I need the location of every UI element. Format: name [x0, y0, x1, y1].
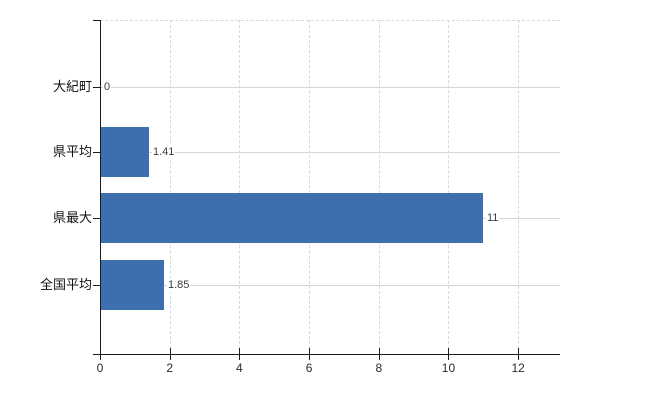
- x-tick-label: 6: [305, 361, 313, 375]
- y-axis-tick: [93, 87, 100, 88]
- category-label: 大紀町: [52, 79, 92, 94]
- value-label: 1.85: [167, 278, 191, 292]
- y-axis-top-tick: [93, 20, 100, 21]
- value-label: 11: [486, 211, 500, 225]
- y-axis-line: [100, 20, 101, 360]
- gridline-horizontal: [100, 152, 560, 153]
- gridline-vertical: [239, 20, 241, 354]
- gridline-vertical: [378, 20, 380, 354]
- category-label: 全国平均: [39, 277, 92, 292]
- gridline-vertical: [518, 20, 520, 354]
- value-label: 1.41: [152, 145, 176, 159]
- bar: [100, 193, 483, 243]
- gridline-vertical: [169, 20, 171, 354]
- x-tick-label: 12: [511, 361, 525, 375]
- gridline-vertical: [448, 20, 450, 354]
- x-tick-label: 2: [166, 361, 174, 375]
- bar: [100, 260, 164, 310]
- x-tick-label: 10: [441, 361, 456, 375]
- x-tick-label: 4: [236, 361, 243, 375]
- x-axis-line: [93, 354, 560, 355]
- gridline-horizontal: [100, 87, 560, 88]
- y-axis-tick: [93, 218, 100, 219]
- gridline-vertical: [309, 20, 311, 354]
- x-tick-label: 0: [96, 361, 104, 375]
- bar: [100, 127, 149, 177]
- x-tick-label: 8: [375, 361, 383, 375]
- y-axis-tick: [93, 152, 100, 153]
- gridline-horizontal: [100, 285, 560, 286]
- category-label: 県最大: [52, 210, 92, 225]
- y-axis-tick: [93, 285, 100, 286]
- category-label: 県平均: [52, 144, 92, 159]
- value-label: 0: [103, 80, 112, 94]
- plot-top-border: [100, 20, 560, 21]
